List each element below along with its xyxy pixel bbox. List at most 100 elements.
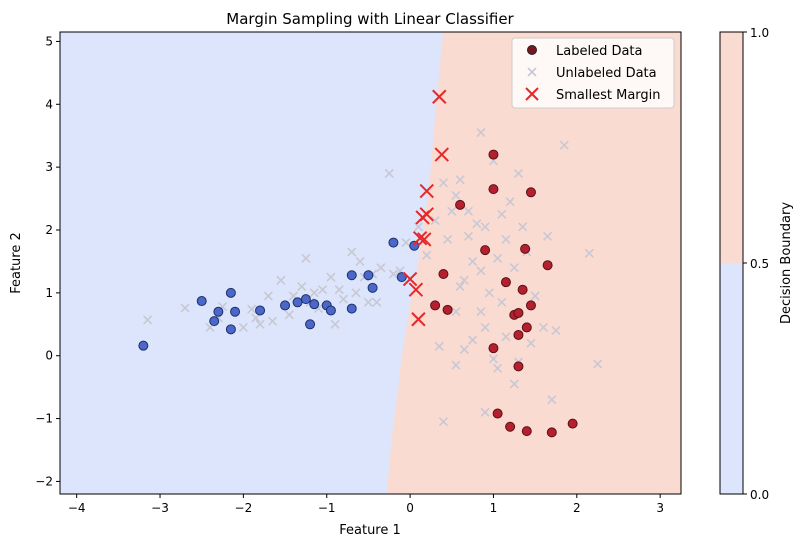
unlabeled-point: [142, 315, 153, 325]
unlabeled-point: [263, 291, 273, 301]
unlabeled-point: [476, 266, 486, 276]
unlabeled-point: [430, 216, 440, 226]
labeled-point-class0: [280, 300, 291, 311]
labeled-point-class1: [488, 184, 499, 195]
unlabeled-point: [422, 250, 432, 260]
unlabeled-point: [509, 263, 519, 273]
unlabeled-point: [530, 291, 540, 301]
y-axis-label: Feature 2: [9, 232, 24, 294]
smallest-margin-point: [432, 89, 447, 104]
labeled-point-class0: [409, 240, 420, 251]
legend-marker-smallest-margin: [525, 87, 539, 101]
labeled-point-class0: [213, 306, 224, 317]
unlabeled-point: [330, 319, 340, 329]
x-tick-label: 0: [406, 501, 414, 515]
labeled-point-class0: [367, 282, 378, 293]
labeled-point-class1: [520, 243, 531, 254]
x-tick-label: −2: [235, 501, 253, 515]
smallest-margin-point: [419, 183, 434, 199]
labeled-point-class1: [500, 277, 511, 288]
plot-area: −4 −3 −2 −1 0 1 2 3 −2 −1 0 1 2 3 4 5: [35, 31, 682, 515]
unlabeled-point: [559, 140, 569, 150]
unlabeled-point: [476, 307, 486, 317]
unlabeled-point: [180, 303, 190, 313]
labeled-point-class1: [521, 426, 532, 437]
unlabeled-point: [538, 322, 549, 332]
labeled-point-class0: [196, 296, 207, 307]
x-tick-label: −3: [151, 501, 169, 515]
labeled-point-class0: [230, 306, 241, 317]
unlabeled-point: [497, 297, 507, 307]
unlabeled-point: [468, 335, 478, 345]
unlabeled-point: [388, 269, 398, 279]
unlabeled-point: [451, 360, 461, 370]
labeled-point-class0: [292, 297, 303, 308]
unlabeled-point: [372, 297, 382, 307]
labeled-point-class0: [363, 270, 374, 281]
y-tick-label: 2: [45, 223, 53, 237]
y-tick-label: 4: [45, 97, 53, 111]
labeled-point-class1: [525, 300, 536, 311]
unlabeled-point: [518, 222, 528, 232]
labeled-point-class0: [396, 272, 407, 283]
unlabeled-point: [584, 248, 594, 258]
unlabeled-point: [468, 256, 478, 266]
unlabeled-point: [480, 407, 490, 417]
unlabeled-point: [355, 256, 365, 266]
legend-label-labeled: Labeled Data: [556, 44, 643, 59]
labeled-point-class1: [480, 245, 491, 256]
labeled-point-class1: [430, 300, 441, 311]
legend-marker-unlabeled: [527, 67, 537, 77]
unlabeled-point: [493, 253, 503, 263]
smallest-margin-point: [412, 230, 428, 246]
unlabeled-point: [497, 209, 507, 219]
unlabeled-point: [509, 379, 519, 389]
unlabeled-point: [438, 178, 449, 188]
colorbar-tick-label: 0.5: [750, 257, 769, 271]
labeled-point-class0: [255, 305, 266, 316]
unlabeled-point: [401, 238, 411, 248]
colorbar: 1.0 0.5 0.0 Decision Boundary: [719, 26, 794, 502]
unlabeled-point: [459, 344, 469, 354]
labeled-point-class1: [442, 304, 453, 315]
y-tick-label: −2: [35, 474, 53, 488]
labeled-point-class0: [305, 319, 316, 330]
colorbar-tick-label: 1.0: [750, 26, 769, 40]
labeled-point-class1: [488, 343, 499, 354]
unlabeled-point: [267, 316, 278, 326]
labeled-point-class1: [525, 187, 536, 198]
unlabeled-point: [347, 247, 357, 257]
unlabeled-point: [459, 275, 469, 285]
unlabeled-point: [338, 294, 348, 304]
unlabeled-point: [455, 175, 465, 185]
unlabeled-point: [363, 297, 373, 307]
labeled-point-class0: [388, 237, 399, 248]
unlabeled-point: [447, 206, 457, 216]
legend-box: [511, 37, 675, 109]
x-tick-label: 2: [573, 501, 581, 515]
smallest-margin-point: [434, 147, 449, 162]
unlabeled-point: [543, 231, 553, 241]
unlabeled-point: [484, 288, 494, 298]
x-axis-ticks: −4 −3 −2 −1 0 1 2 3: [68, 494, 664, 515]
labeled-point-class1: [567, 418, 578, 429]
unlabeled-point: [547, 395, 557, 405]
labeled-point-class1: [488, 149, 499, 160]
unlabeled-point: [513, 168, 524, 178]
unlabeled-point: [251, 313, 261, 323]
labeled-point-class0: [209, 316, 220, 327]
labeled-point-class0: [309, 299, 320, 310]
labeled-point-class0: [346, 270, 357, 281]
y-tick-label: −1: [35, 412, 53, 426]
unlabeled-point: [593, 359, 603, 369]
legend-label-unlabeled: Unlabeled Data: [556, 66, 657, 81]
unlabeled-point: [376, 263, 386, 273]
x-tick-label: 1: [490, 501, 498, 515]
unlabeled-point: [238, 322, 248, 332]
legend: Labeled Data Unlabeled Data Smallest Mar…: [511, 37, 675, 109]
unlabeled-point: [247, 304, 257, 314]
labeled-point-class1: [513, 361, 524, 372]
labeled-point-class1: [505, 421, 516, 432]
y-tick-label: 5: [45, 34, 53, 48]
